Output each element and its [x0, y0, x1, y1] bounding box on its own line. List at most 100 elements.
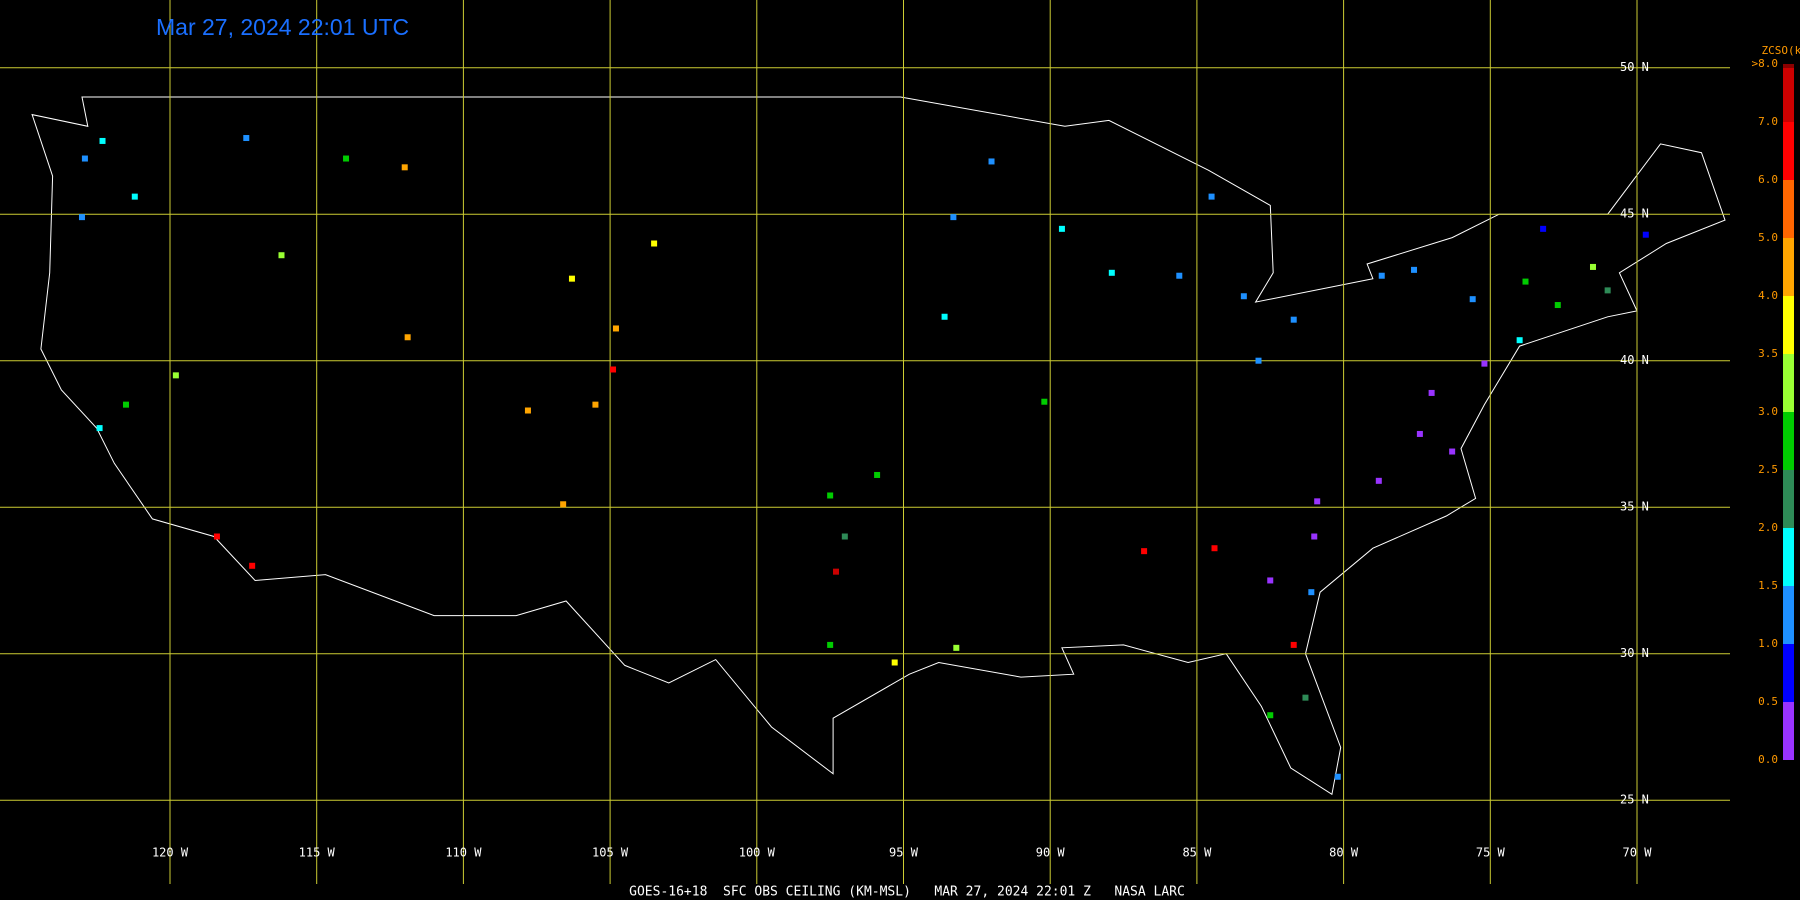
- station-obs: [1302, 694, 1309, 701]
- station-obs: [841, 533, 848, 540]
- basemap: [0, 0, 1730, 884]
- legend-swatch: [1783, 702, 1794, 760]
- station-obs: [568, 275, 575, 282]
- legend-swatch: [1783, 238, 1794, 296]
- lat-label: 25 N: [1620, 793, 1649, 807]
- legend-swatch: [1783, 180, 1794, 238]
- station-obs: [1058, 225, 1065, 232]
- station-obs: [1516, 337, 1523, 344]
- station-obs: [78, 214, 85, 221]
- station-obs: [1290, 316, 1297, 323]
- lat-label: 30 N: [1620, 646, 1649, 660]
- station-obs: [1314, 498, 1321, 505]
- coastline: [31, 96, 1726, 796]
- station-obs: [1290, 641, 1297, 648]
- station-obs: [1411, 266, 1418, 273]
- station-obs: [1041, 398, 1048, 405]
- lon-label: 75 W: [1476, 846, 1506, 860]
- station-obs: [560, 501, 567, 508]
- station-obs: [827, 492, 834, 499]
- station-obs: [592, 401, 599, 408]
- legend-label: 1.0: [1758, 637, 1778, 650]
- lat-label: 40 N: [1620, 353, 1649, 367]
- station-obs: [404, 334, 411, 341]
- legend-label: 3.0: [1758, 405, 1778, 418]
- station-obs: [131, 193, 138, 200]
- legend-swatch: [1783, 586, 1794, 644]
- station-obs: [122, 401, 129, 408]
- legend-label: 5.0: [1758, 231, 1778, 244]
- station-obs: [1428, 389, 1435, 396]
- legend-swatch: [1783, 644, 1794, 702]
- legend-swatch: [1783, 470, 1794, 528]
- station-obs: [1211, 545, 1218, 552]
- lon-label: 120 W: [152, 846, 189, 860]
- lon-label: 100 W: [739, 846, 776, 860]
- station-obs: [1469, 296, 1476, 303]
- legend-swatch: [1783, 528, 1794, 586]
- station-obs: [1554, 302, 1561, 309]
- station-obs: [1176, 272, 1183, 279]
- station-obs: [1589, 263, 1596, 270]
- station-obs: [1108, 269, 1115, 276]
- station-obs: [827, 641, 834, 648]
- legend-label: 0.0: [1758, 753, 1778, 766]
- legend-label: 6.0: [1758, 173, 1778, 186]
- station-obs: [1481, 360, 1488, 367]
- station-obs: [1375, 477, 1382, 484]
- legend-label: 2.0: [1758, 521, 1778, 534]
- lon-label: 105 W: [592, 846, 629, 860]
- station-obs: [1334, 773, 1341, 780]
- station-obs: [1267, 712, 1274, 719]
- station-obs: [1311, 533, 1318, 540]
- station-obs: [1449, 448, 1456, 455]
- station-obs: [249, 562, 256, 569]
- legend-label: 4.0: [1758, 289, 1778, 302]
- station-obs: [1208, 193, 1215, 200]
- legend-swatch: [1783, 412, 1794, 470]
- station-obs: [1255, 357, 1262, 364]
- station-obs: [953, 644, 960, 651]
- lat-label: 35 N: [1620, 500, 1649, 514]
- lat-label: 50 N: [1620, 60, 1649, 74]
- station-obs: [1416, 430, 1423, 437]
- station-obs: [172, 372, 179, 379]
- legend-label: >8.0: [1752, 57, 1779, 70]
- station-obs: [1240, 293, 1247, 300]
- lon-label: 80 W: [1329, 846, 1359, 860]
- lon-label: 70 W: [1623, 846, 1653, 860]
- station-obs: [99, 137, 106, 144]
- legend-label: 1.5: [1758, 579, 1778, 592]
- station-obs: [1642, 231, 1649, 238]
- station-obs: [213, 533, 220, 540]
- station-obs: [343, 155, 350, 162]
- station-obs: [1540, 225, 1547, 232]
- station-obs: [96, 425, 103, 432]
- legend-label: 2.5: [1758, 463, 1778, 476]
- station-obs: [833, 568, 840, 575]
- station-obs: [874, 471, 881, 478]
- legend-label: 3.5: [1758, 347, 1778, 360]
- station-obs: [1378, 272, 1385, 279]
- footer: GOES-16+18 SFC OBS CEILING (KM-MSL) MAR …: [629, 885, 1185, 900]
- station-obs: [1308, 589, 1315, 596]
- lon-label: 115 W: [299, 846, 336, 860]
- lon-label: 85 W: [1182, 846, 1212, 860]
- legend-swatch: [1783, 64, 1794, 122]
- lat-label: 45 N: [1620, 207, 1649, 221]
- station-obs: [988, 158, 995, 165]
- legend-swatch: [1783, 296, 1794, 354]
- legend-title: ZCSO(km): [1762, 44, 1800, 57]
- station-obs: [941, 313, 948, 320]
- station-obs: [243, 135, 250, 142]
- legend-swatch: [1783, 354, 1794, 412]
- station-obs: [1141, 548, 1148, 555]
- legend-swatch: [1783, 64, 1794, 68]
- station-obs: [524, 407, 531, 414]
- legend-swatch: [1783, 122, 1794, 180]
- lon-label: 95 W: [889, 846, 919, 860]
- lon-label: 90 W: [1036, 846, 1066, 860]
- station-obs: [610, 366, 617, 373]
